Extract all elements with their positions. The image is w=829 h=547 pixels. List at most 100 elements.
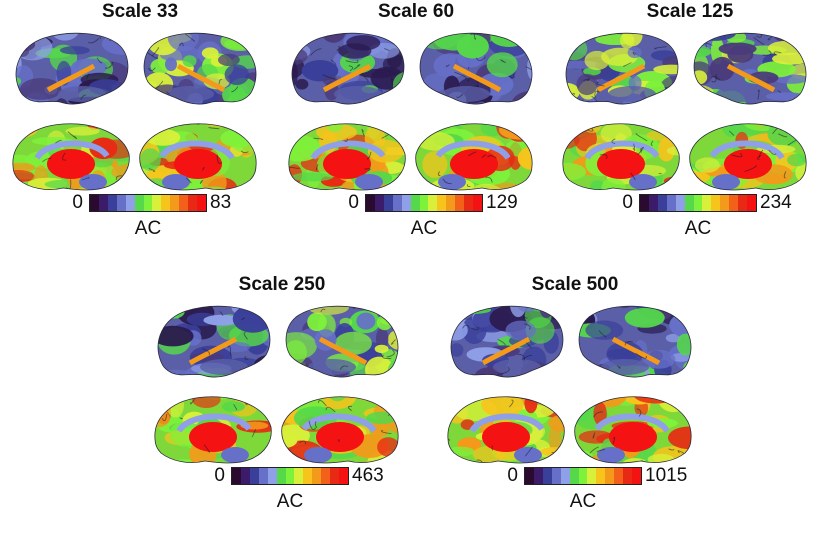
colorbar: 0 1015 [440,463,710,489]
colorbar-gradient [365,194,483,212]
colorbar-swatch [738,195,748,211]
colorbar-swatch [267,468,277,484]
brain-medial-left [7,118,133,194]
colorbar-swatch [623,468,633,484]
brain-lateral-right [575,301,697,383]
colorbar-swatch [170,195,180,211]
colorbar-gradient [231,467,349,485]
colorbar-swatch [366,195,375,211]
colorbar-swatch [90,195,99,211]
panel-scale-500: Scale 500 0 1015 AC [440,273,710,543]
colorbar-axis-label: AC [410,218,438,239]
colorbar-min-label: 0 [72,192,83,213]
brain-medial-right [412,118,538,194]
colorbar-axis-label: AC [276,491,304,512]
colorbar-max-label: 129 [486,192,518,213]
panel-title: Scale 250 [238,274,326,295]
colorbar-swatch [321,468,331,484]
colorbar-min-label: 0 [214,465,225,486]
colorbar-swatch [330,468,340,484]
colorbar-swatch [657,195,667,211]
colorbar: 0 463 [147,463,417,489]
colorbar-swatch [533,468,543,484]
colorbar-swatch [161,195,171,211]
colorbar-swatch [684,195,694,211]
brain-medial-left [283,118,409,194]
colorbar-swatch [551,468,561,484]
colorbar-swatch [374,195,384,211]
colorbar-swatch [188,195,198,211]
brain-medial-right [571,391,697,467]
colorbar-swatch [107,195,117,211]
colorbar-swatch [473,195,482,211]
panel-scale-125: Scale 125 0 234 AC [555,0,825,270]
colorbar-swatch [702,195,712,211]
colorbar: 0 83 [5,190,275,216]
colorbar-swatch [285,468,295,484]
brain-lateral-left [286,28,408,110]
colorbar-axis-label: AC [134,218,162,239]
brain-views [440,297,710,467]
colorbar-swatch [455,195,465,211]
panel-scale-250: Scale 250 0 463 AC [147,273,417,543]
colorbar-swatch [560,468,570,484]
colorbar-gradient [639,194,757,212]
colorbar-swatch [125,195,135,211]
brain-views [555,24,825,194]
colorbar-swatch [693,195,703,211]
colorbar-swatch [648,195,658,211]
colorbar: 0 234 [555,190,825,216]
colorbar-min-label: 0 [348,192,359,213]
brain-views [147,297,417,467]
colorbar-swatch [542,468,552,484]
colorbar-swatch [116,195,126,211]
panel-title: Scale 33 [101,1,179,22]
colorbar-swatch [428,195,438,211]
colorbar-max-label: 1015 [645,465,688,486]
colorbar-swatch [392,195,402,211]
colorbar-swatch [249,468,259,484]
colorbar-gradient [524,467,642,485]
colorbar-swatch [419,195,429,211]
brain-lateral-left [560,28,682,110]
colorbar-swatch [464,195,474,211]
brain-lateral-left [445,301,567,383]
colorbar-max-label: 463 [352,465,384,486]
brain-views [5,24,275,194]
brain-medial-right [278,391,404,467]
brain-lateral-right [416,28,538,110]
colorbar-swatch [383,195,393,211]
panel-title: Scale 500 [531,274,619,295]
panel-title: Scale 125 [646,1,734,22]
colorbar-swatch [596,468,606,484]
colorbar-swatch [240,468,250,484]
colorbar-swatch [152,195,162,211]
colorbar-gradient [89,194,207,212]
colorbar-swatch [632,468,641,484]
colorbar-swatch [258,468,268,484]
panel-title: Scale 60 [377,1,455,22]
panel-scale-33: Scale 33 0 83 AC [5,0,275,270]
colorbar-swatch [747,195,756,211]
colorbar-axis-label: AC [684,218,712,239]
brain-medial-left [149,391,275,467]
colorbar-swatch [578,468,588,484]
colorbar-swatch [569,468,579,484]
colorbar-swatch [312,468,322,484]
colorbar-swatch [232,468,241,484]
colorbar-swatch [303,468,313,484]
colorbar-swatch [143,195,153,211]
brain-medial-left [557,118,683,194]
brain-views [281,24,551,194]
colorbar-swatch [401,195,411,211]
colorbar-max-label: 234 [760,192,792,213]
colorbar-min-label: 0 [507,465,518,486]
colorbar-swatch [98,195,108,211]
colorbar-swatch [720,195,730,211]
colorbar-swatch [197,195,206,211]
colorbar-swatch [666,195,676,211]
brain-lateral-left [152,301,274,383]
colorbar-axis-label: AC [569,491,597,512]
brain-lateral-right [690,28,812,110]
colorbar-swatch [729,195,739,211]
